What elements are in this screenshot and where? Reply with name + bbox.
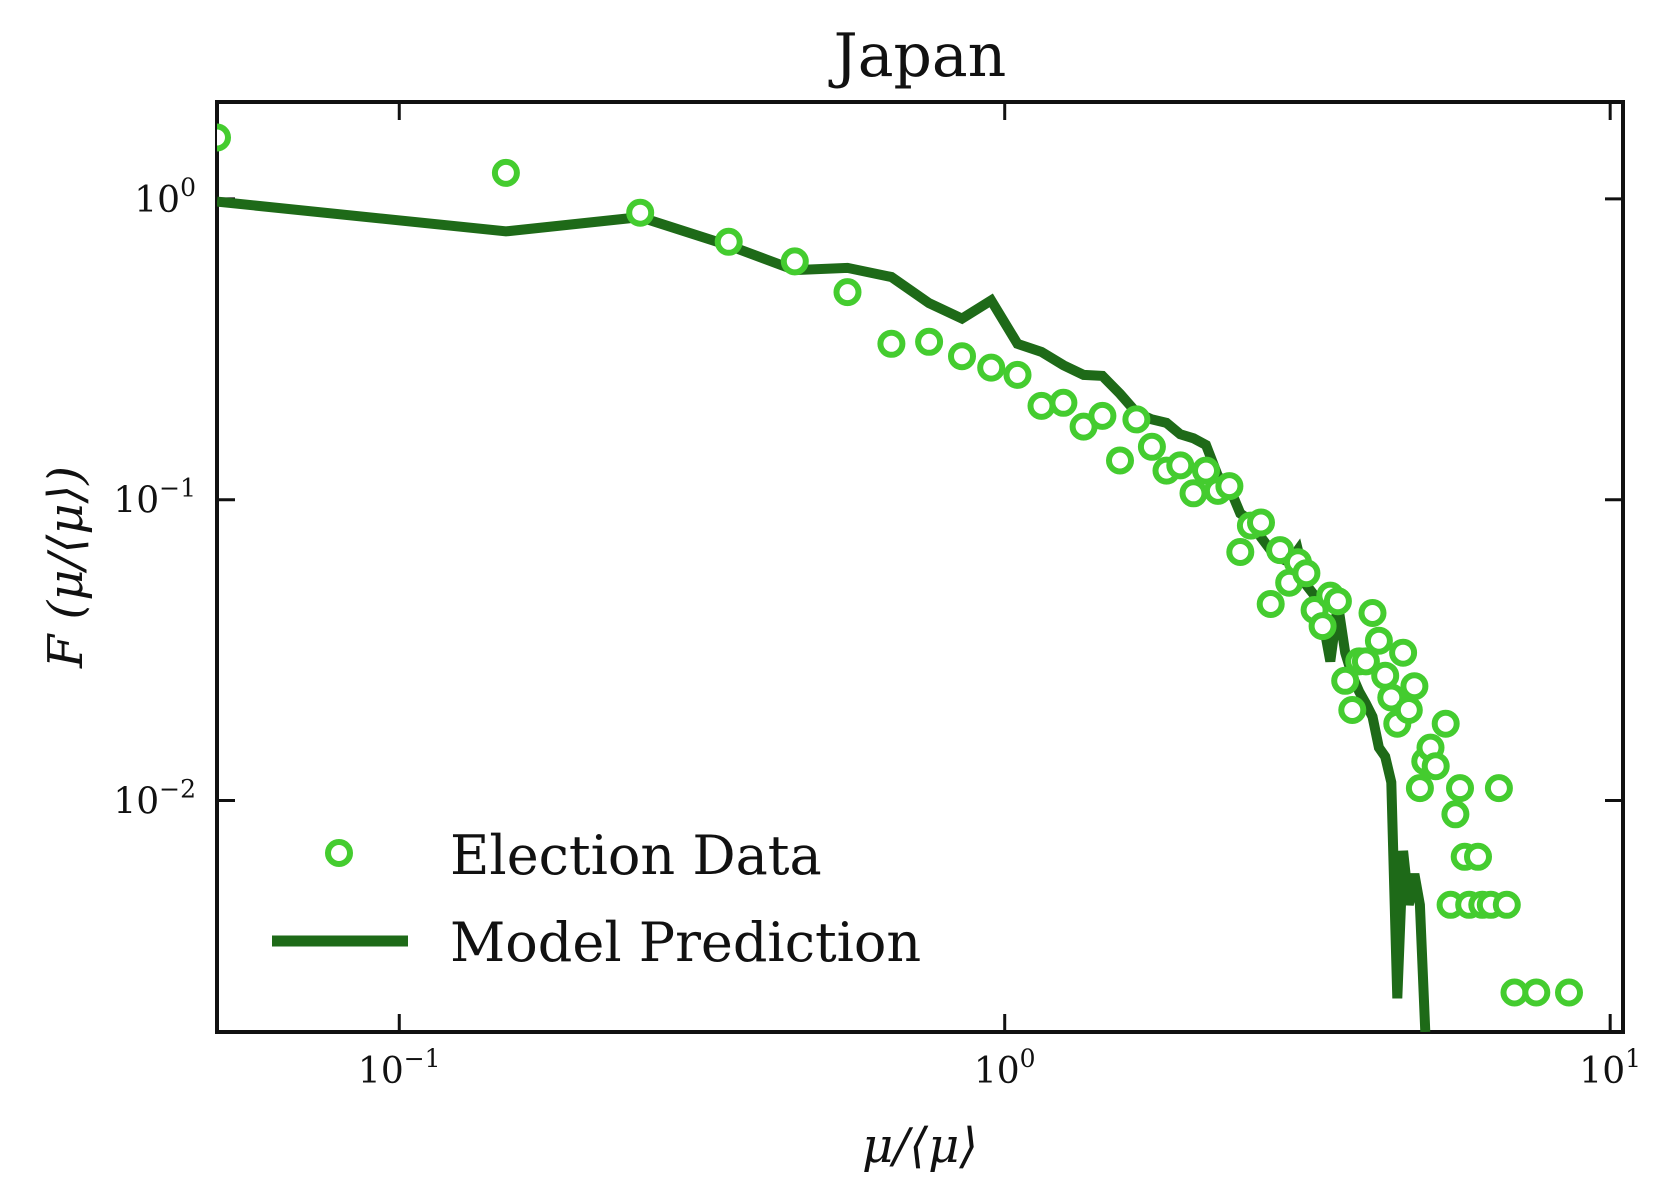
election-data-point xyxy=(1137,432,1166,461)
election-data-point xyxy=(1331,666,1360,695)
legend-marker-election-data xyxy=(325,839,353,867)
election-data-point xyxy=(1405,774,1434,803)
election-data-point xyxy=(1338,696,1367,724)
election-data-point xyxy=(1464,842,1492,871)
election-data-point xyxy=(1431,709,1460,738)
election-data-point xyxy=(948,342,976,371)
election-data-point xyxy=(780,247,809,276)
election-data-point xyxy=(1166,451,1195,480)
legend-label-election-data: Election Data xyxy=(450,824,822,887)
election-data-point xyxy=(1389,638,1418,667)
election-data-point xyxy=(1256,590,1285,618)
election-data-point xyxy=(1394,696,1423,724)
x-tick-label-0: 10−1 xyxy=(358,1044,441,1092)
chart-title: Japan xyxy=(828,21,1007,91)
election-data-point xyxy=(714,227,743,256)
election-data-point xyxy=(1106,446,1134,475)
election-data-point xyxy=(491,158,520,187)
election-data-point xyxy=(1247,508,1275,537)
election-data-point xyxy=(977,353,1006,382)
axis-ticks xyxy=(217,102,1623,1032)
election-data-point xyxy=(1088,401,1117,430)
election-data-point xyxy=(1400,672,1429,701)
plot-area xyxy=(215,100,1625,1034)
election-data-point xyxy=(1308,612,1337,641)
election-data-point xyxy=(1492,890,1521,919)
election-data-point xyxy=(1358,599,1387,627)
election-data-point xyxy=(833,278,862,307)
y-tick-label-0: 100 xyxy=(134,173,196,221)
y-tick-label-2: 10−2 xyxy=(113,775,196,823)
election-data-point xyxy=(1226,538,1255,566)
y-axis-label: F (μ/⟨μ⟩) xyxy=(38,466,94,669)
election-data-point xyxy=(1351,647,1380,676)
election-data-point xyxy=(1500,978,1529,1007)
election-data-point xyxy=(915,327,944,356)
legend-label-model-prediction: Model Prediction xyxy=(450,911,921,974)
election-data-point xyxy=(1446,774,1474,803)
election-data-point xyxy=(1215,472,1244,501)
election-data-point xyxy=(1421,752,1450,781)
election-data-point xyxy=(1371,661,1400,690)
series-layer xyxy=(217,123,1583,1032)
election-data-point xyxy=(1027,391,1056,420)
election-data-point xyxy=(1192,456,1220,485)
y-tick-label-1: 10−1 xyxy=(113,474,196,522)
election-data-point xyxy=(626,198,655,227)
axis-tick-labels: 10−1 100 101 100 10−1 10−2 xyxy=(113,173,1641,1092)
election-data-point xyxy=(1179,479,1208,508)
election-data-point xyxy=(877,329,906,358)
x-axis-label: μ/⟨μ⟩ xyxy=(862,1118,978,1174)
election-data-point xyxy=(1049,388,1078,417)
legend: Election Data Model Prediction xyxy=(272,824,921,974)
election-data-point xyxy=(1364,626,1393,655)
x-tick-label-1: 100 xyxy=(974,1044,1036,1092)
election-data-point xyxy=(217,123,231,152)
election-data-point xyxy=(1122,405,1151,434)
election-data-point xyxy=(1484,774,1513,803)
election-data-point xyxy=(1522,978,1551,1007)
election-data-point xyxy=(1003,360,1032,389)
x-tick-label-2: 101 xyxy=(1579,1044,1641,1092)
election-data-point xyxy=(1441,800,1470,829)
model-prediction-line xyxy=(217,196,1431,1032)
plot-border xyxy=(215,100,1625,1034)
election-data-point xyxy=(1323,587,1352,616)
election-data-point xyxy=(1555,978,1583,1007)
election-data-point xyxy=(1292,559,1321,588)
